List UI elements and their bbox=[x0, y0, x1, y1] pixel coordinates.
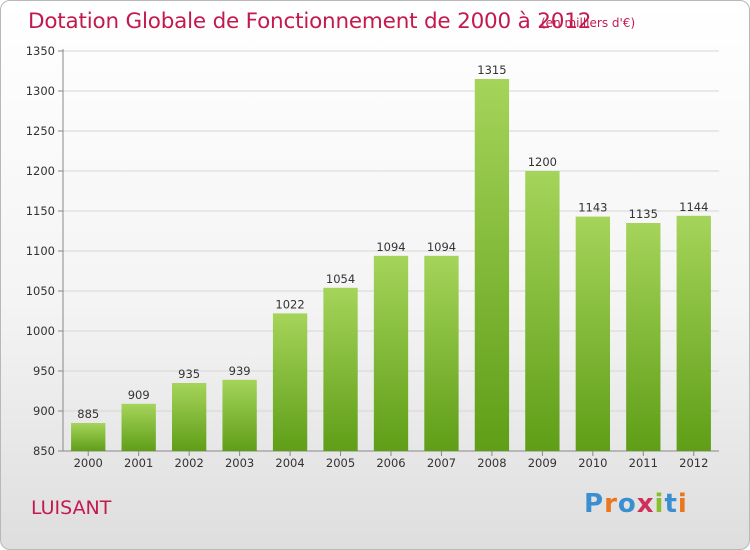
commune-name: LUISANT bbox=[31, 497, 112, 519]
chart-subtitle: (en milliers d'€) bbox=[541, 16, 636, 30]
tick-labels: 850 900 950 1000 1050 1100 1150 1200 1250 1300 135… bbox=[26, 44, 709, 470]
bar bbox=[474, 79, 510, 451]
bar-value-label: 1094 bbox=[376, 240, 405, 254]
logo-letter: t bbox=[664, 489, 678, 519]
bar-value-label: 1022 bbox=[275, 297, 304, 311]
x-tick-label: 2007 bbox=[427, 456, 456, 470]
bar bbox=[676, 215, 711, 451]
x-tick-label: 2003 bbox=[225, 456, 254, 470]
bar-value-label: 885 bbox=[77, 407, 99, 421]
bar bbox=[171, 383, 207, 451]
bars bbox=[71, 79, 711, 451]
y-tick-label: 1000 bbox=[26, 324, 55, 338]
bar bbox=[323, 287, 358, 451]
logo-letter: r bbox=[604, 489, 618, 519]
logo-letter: x bbox=[636, 489, 655, 519]
x-tick-label: 2009 bbox=[528, 456, 557, 470]
bar-value-label: 939 bbox=[229, 364, 251, 378]
y-tick-label: 900 bbox=[33, 404, 55, 418]
value-labels: 885 909 935 939 1022 1054 1094 1094 1315 1200 1143… bbox=[77, 63, 708, 421]
bar-value-label: 1144 bbox=[679, 200, 708, 214]
proxiti-logo: Proxiti bbox=[584, 489, 688, 519]
logo-letter: i bbox=[677, 489, 688, 519]
bar-value-label: 909 bbox=[128, 388, 150, 402]
logo-letter: i bbox=[654, 489, 665, 519]
bar-value-label: 1143 bbox=[578, 201, 607, 215]
bar bbox=[373, 255, 409, 451]
logo-letter: o bbox=[617, 489, 637, 519]
logo-letter: P bbox=[584, 489, 605, 519]
bar-value-label: 1315 bbox=[477, 63, 506, 77]
bar bbox=[626, 223, 661, 451]
y-tick-label: 1300 bbox=[26, 84, 55, 98]
y-tick-label: 850 bbox=[33, 444, 55, 458]
x-tick-label: 2010 bbox=[578, 456, 607, 470]
bar-value-label: 1135 bbox=[629, 207, 658, 221]
bar-value-label: 1054 bbox=[326, 272, 355, 286]
x-tick-label: 2004 bbox=[275, 456, 304, 470]
bar bbox=[272, 313, 308, 451]
bar bbox=[575, 216, 611, 451]
x-tick-label: 2001 bbox=[124, 456, 153, 470]
x-tick-label: 2008 bbox=[477, 456, 506, 470]
y-tick-label: 1200 bbox=[26, 164, 55, 178]
y-tick-label: 1050 bbox=[26, 284, 55, 298]
bar bbox=[71, 423, 106, 451]
bar bbox=[525, 171, 560, 451]
x-tick-label: 2002 bbox=[175, 456, 204, 470]
y-tick-label: 1250 bbox=[26, 124, 55, 138]
bar bbox=[424, 255, 459, 451]
y-tick-label: 1100 bbox=[26, 244, 55, 258]
bar bbox=[222, 379, 257, 451]
bar-value-label: 1200 bbox=[528, 155, 557, 169]
x-tick-label: 2006 bbox=[376, 456, 405, 470]
y-tick-label: 1350 bbox=[26, 44, 55, 58]
x-tick-label: 2000 bbox=[74, 456, 103, 470]
chart-title: Dotation Globale de Fonctionnement de 20… bbox=[28, 9, 592, 34]
bar-value-label: 1094 bbox=[427, 240, 456, 254]
x-tick-label: 2005 bbox=[326, 456, 355, 470]
y-tick-label: 1150 bbox=[26, 204, 55, 218]
bar bbox=[121, 403, 156, 451]
x-tick-label: 2012 bbox=[679, 456, 708, 470]
bar-value-label: 935 bbox=[178, 367, 200, 381]
x-tick-label: 2011 bbox=[629, 456, 658, 470]
y-tick-label: 950 bbox=[33, 364, 55, 378]
